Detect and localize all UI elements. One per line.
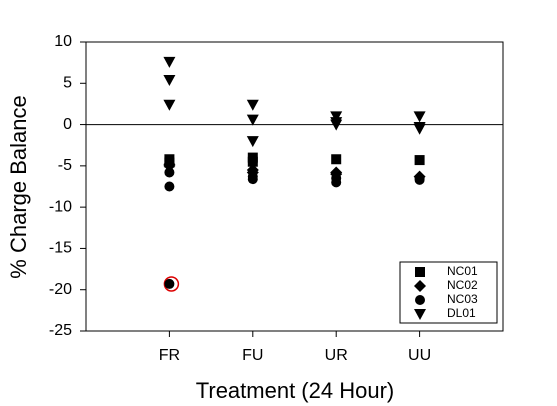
y-tick-label: 5 [63, 75, 72, 92]
y-tick-label: -20 [49, 281, 72, 298]
x-axis-title: Treatment (24 Hour) [196, 378, 394, 403]
point [164, 167, 175, 178]
plot-frame [85, 41, 504, 332]
legend-label: DL01 [447, 306, 476, 320]
y-tick-label: -15 [49, 240, 72, 257]
legend-marker [414, 309, 426, 320]
point [330, 111, 343, 123]
point [246, 114, 259, 126]
point [247, 156, 258, 167]
point [163, 74, 176, 86]
point [246, 99, 259, 111]
point [330, 119, 343, 131]
legend-marker [415, 295, 425, 305]
highlight-circle [163, 276, 180, 292]
point [163, 56, 176, 68]
point [163, 99, 176, 111]
x-tick-label: FR [159, 347, 180, 364]
point [331, 154, 342, 165]
y-tick-label: 10 [54, 33, 72, 50]
legend-label: NC02 [447, 278, 478, 292]
y-axis-title: % Charge Balance [6, 95, 31, 278]
legend-marker [415, 267, 425, 277]
point [164, 181, 175, 192]
y-tick-label: -10 [49, 198, 72, 215]
point [331, 177, 342, 188]
point [246, 136, 259, 148]
point [414, 174, 425, 185]
legend-marker [414, 280, 426, 292]
point [414, 155, 425, 166]
point [164, 278, 175, 289]
point [413, 123, 426, 135]
legend-label: NC03 [447, 292, 478, 306]
x-tick-label: FU [242, 347, 263, 364]
point [247, 174, 258, 185]
x-tick-label: UU [408, 347, 431, 364]
y-tick-label: -25 [49, 322, 72, 339]
y-tick-label: -5 [58, 157, 72, 174]
y-tick-label: 0 [63, 116, 72, 133]
point [413, 111, 426, 123]
x-tick-label: UR [325, 347, 348, 364]
legend-label: NC01 [447, 264, 478, 278]
